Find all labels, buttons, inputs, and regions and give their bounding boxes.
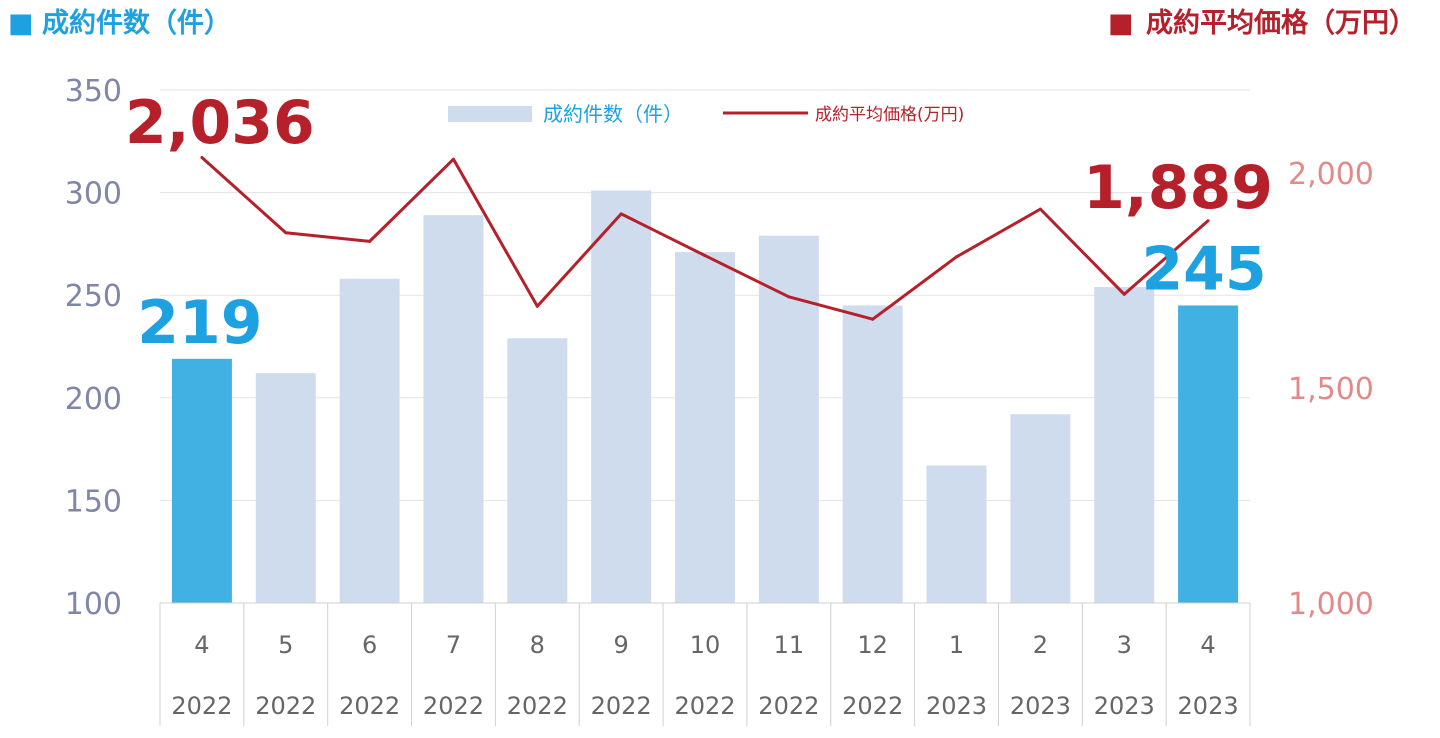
left-axis-tick-label: 350 <box>65 74 122 109</box>
header-left: ■ 成約件数（件） <box>8 7 231 39</box>
month-label: 9 <box>614 631 629 659</box>
line-point <box>1038 207 1042 211</box>
legend-bar-label: 成約件数（件） <box>543 102 683 126</box>
line-point <box>535 304 539 308</box>
bar <box>339 278 400 603</box>
year-label: 2023 <box>1010 692 1071 720</box>
month-label: 6 <box>362 631 377 659</box>
legend: 成約件数（件） 成約平均価格(万円) <box>448 102 964 126</box>
year-label: 2022 <box>758 692 819 720</box>
bar <box>1094 286 1155 603</box>
data-label: 219 <box>137 288 262 358</box>
data-label: 245 <box>1141 234 1266 304</box>
line-point <box>619 212 623 216</box>
header-right: ■ 成約平均価格（万円） <box>1108 7 1416 39</box>
month-label: 4 <box>1200 631 1215 659</box>
line-point <box>451 157 455 161</box>
bar <box>171 358 232 603</box>
bar <box>1178 305 1239 603</box>
month-label: 2 <box>1033 631 1048 659</box>
right-axis-tick-label: 1,500 <box>1288 372 1374 407</box>
line-point <box>284 231 288 235</box>
axes: 100 150 200 250 300 350 1,000 1,500 2,000 4 2022 5 2… <box>65 74 1374 726</box>
month-label: 11 <box>774 631 805 659</box>
month-label: 4 <box>194 631 209 659</box>
header-left-text: 成約件数（件） <box>42 7 231 39</box>
year-label: 2022 <box>171 692 232 720</box>
right-axis-tick-label: 1,000 <box>1288 587 1374 622</box>
year-label: 2023 <box>1094 692 1155 720</box>
legend-bar-swatch <box>448 106 532 122</box>
year-label: 2022 <box>423 692 484 720</box>
header-left-marker: ■ <box>8 8 34 39</box>
bar-series <box>171 190 1239 603</box>
line-point <box>1206 219 1210 223</box>
line-series <box>200 156 1210 321</box>
year-label: 2023 <box>1178 692 1239 720</box>
month-label: 10 <box>690 631 721 659</box>
data-labels: 219 245 2,036 1,889 <box>125 88 1273 358</box>
year-label: 2022 <box>591 692 652 720</box>
bar <box>1010 414 1071 603</box>
line-point <box>955 255 959 259</box>
bar <box>423 215 484 603</box>
year-label: 2022 <box>507 692 568 720</box>
year-label: 2023 <box>926 692 987 720</box>
month-label: 12 <box>857 631 888 659</box>
line-point <box>703 254 707 258</box>
month-label: 1 <box>949 631 964 659</box>
month-label: 8 <box>530 631 545 659</box>
bar <box>255 373 316 603</box>
month-label: 7 <box>446 631 461 659</box>
year-label: 2022 <box>842 692 903 720</box>
bar <box>507 338 568 603</box>
data-label: 1,889 <box>1083 153 1273 223</box>
line-point <box>787 295 791 299</box>
header-right-text: 成約平均価格（万円） <box>1146 7 1416 39</box>
bar <box>758 235 819 603</box>
bar <box>591 190 652 603</box>
bar <box>926 465 987 603</box>
line-point <box>200 156 204 160</box>
year-label: 2022 <box>255 692 316 720</box>
year-label: 2022 <box>339 692 400 720</box>
year-label: 2022 <box>674 692 735 720</box>
bar <box>842 305 903 603</box>
left-axis-tick-label: 300 <box>65 177 122 212</box>
header-right-marker: ■ <box>1108 8 1134 39</box>
bar <box>675 252 735 603</box>
left-axis-tick-label: 150 <box>65 484 122 519</box>
data-label: 2,036 <box>125 88 315 158</box>
line-point <box>1122 292 1126 296</box>
legend-line-label: 成約平均価格(万円) <box>815 105 964 125</box>
right-axis-tick-label: 2,000 <box>1288 157 1374 192</box>
month-label: 3 <box>1117 631 1132 659</box>
left-axis-tick-label: 250 <box>65 279 122 314</box>
line-point <box>368 239 372 243</box>
line-point <box>871 317 875 321</box>
left-axis-tick-label: 200 <box>65 382 122 417</box>
left-axis-tick-label: 100 <box>65 587 122 622</box>
month-label: 5 <box>278 631 293 659</box>
